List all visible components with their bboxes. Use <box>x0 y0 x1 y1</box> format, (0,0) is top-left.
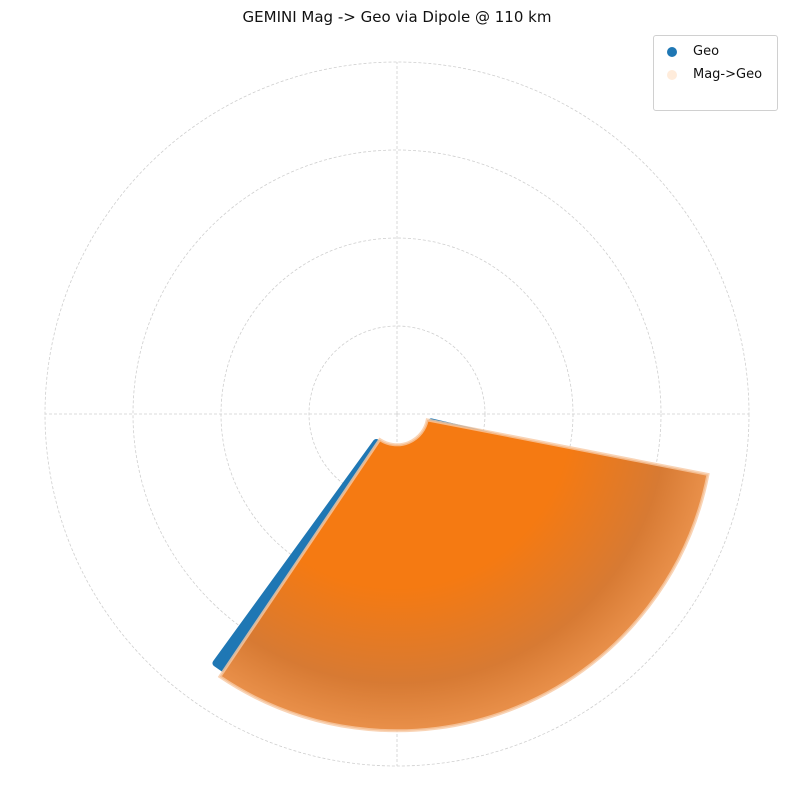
series-mag-to-geo-region <box>217 418 710 733</box>
legend-label-geo: Geo <box>693 44 720 59</box>
series-mag-to-geo <box>217 418 710 733</box>
grid-ring-3 <box>132 149 662 679</box>
chart-title: GEMINI Mag -> Geo via Dipole @ 110 km <box>242 8 552 26</box>
legend-entry-geo: Geo <box>654 40 777 63</box>
legend-marker-geo <box>667 46 677 57</box>
legend: Geo Mag->Geo <box>653 35 778 111</box>
legend-entry-mag-to-geo: Mag->Geo <box>654 63 777 86</box>
legend-label-mag-to-geo: Mag->Geo <box>693 67 763 82</box>
legend-marker-mag-to-geo <box>667 69 677 80</box>
